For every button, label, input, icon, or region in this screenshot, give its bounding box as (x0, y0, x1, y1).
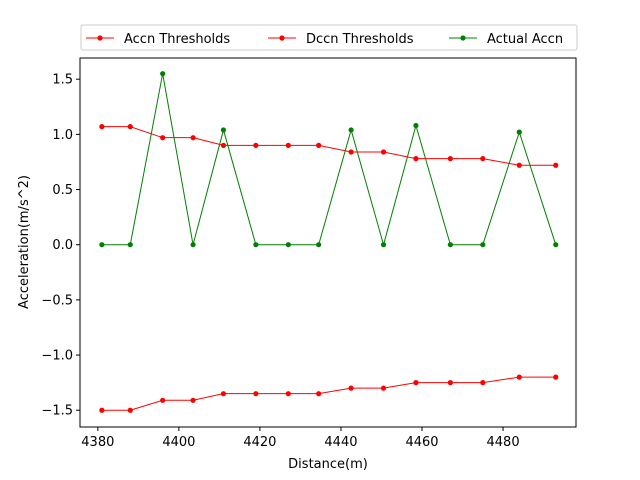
data-point (413, 380, 419, 386)
plot-area (80, 58, 576, 427)
series-layer (99, 71, 559, 413)
x-tick-label: 4420 (243, 435, 276, 450)
data-point (190, 397, 196, 403)
x-axis: 4380 4400 4420 4440 4460 4480 (81, 427, 520, 450)
data-point (447, 380, 453, 386)
y-tick-label: −0.5 (41, 293, 73, 308)
data-point (99, 407, 105, 413)
legend-label: Accn Thresholds (124, 32, 230, 47)
data-point (413, 156, 419, 162)
series-accn-thresholds (99, 124, 559, 168)
data-point (316, 242, 322, 248)
data-point (348, 149, 354, 155)
data-point (348, 385, 354, 391)
data-point (127, 407, 133, 413)
legend-item-actual-accn: Actual Accn (449, 32, 563, 47)
y-tick-label: 1.0 (52, 128, 73, 143)
legend: Accn Thresholds Dccn Thresholds Actual Acc… (80, 24, 578, 51)
y-tick-label: 1.5 (52, 73, 73, 88)
series-dccn-thresholds (99, 374, 559, 413)
data-point (516, 374, 522, 380)
legend-item-dccn-thresholds: Dccn Thresholds (268, 32, 414, 47)
data-point (285, 391, 291, 397)
legend-swatch-marker (97, 35, 103, 41)
legend-items: Accn Thresholds Dccn Thresholds Actual Acc… (86, 32, 563, 47)
y-tick-label: 0.5 (52, 183, 73, 198)
data-point (160, 71, 166, 77)
x-tick-label: 4380 (81, 435, 114, 450)
legend-swatch-marker (279, 35, 285, 41)
data-point (285, 242, 291, 248)
x-tick-label: 4400 (162, 435, 195, 450)
data-point (348, 127, 354, 133)
data-point (99, 242, 105, 248)
legend-label: Actual Accn (487, 32, 563, 47)
data-point (413, 122, 419, 129)
x-tick-label: 4440 (324, 435, 357, 450)
y-axis: −1.5 −1.0 −0.5 0.0 0.5 1.0 1.5 (41, 73, 80, 419)
legend-swatch-marker (460, 35, 466, 41)
data-point (190, 242, 196, 248)
data-point (190, 135, 196, 141)
series-actual-accn (99, 71, 559, 248)
data-point (220, 127, 227, 133)
data-point (447, 242, 453, 248)
legend-frame (80, 24, 578, 51)
data-point (220, 142, 227, 148)
data-point (480, 380, 486, 386)
y-axis-label: Acceleration(m/s^2) (17, 175, 32, 309)
data-point (553, 162, 559, 168)
data-point (380, 242, 387, 248)
data-point (285, 142, 291, 148)
data-point (127, 124, 133, 130)
y-tick-label: 0.0 (52, 238, 73, 253)
data-point (160, 397, 166, 403)
data-point (380, 149, 387, 155)
data-point (99, 124, 105, 130)
x-tick-label: 4480 (487, 435, 520, 450)
data-point (516, 162, 522, 168)
data-point (480, 242, 486, 248)
data-point (253, 242, 259, 248)
data-point (316, 391, 322, 397)
data-point (553, 374, 559, 380)
data-point (253, 391, 259, 397)
data-point (253, 142, 259, 148)
data-point (220, 391, 227, 397)
plot-frame (79, 57, 577, 428)
legend-label: Dccn Thresholds (306, 32, 414, 47)
data-point (447, 156, 453, 162)
data-point (380, 385, 387, 391)
data-point (160, 135, 166, 141)
y-tick-label: −1.0 (41, 349, 73, 364)
x-axis-label: Distance(m) (288, 457, 368, 472)
x-tick-label: 4460 (405, 435, 438, 450)
legend-item-accn-thresholds: Accn Thresholds (86, 32, 230, 47)
data-point (516, 129, 522, 135)
data-point (316, 142, 322, 148)
data-point (480, 156, 486, 162)
y-tick-label: −1.5 (41, 404, 73, 419)
data-point (553, 242, 559, 248)
data-point (127, 242, 133, 248)
